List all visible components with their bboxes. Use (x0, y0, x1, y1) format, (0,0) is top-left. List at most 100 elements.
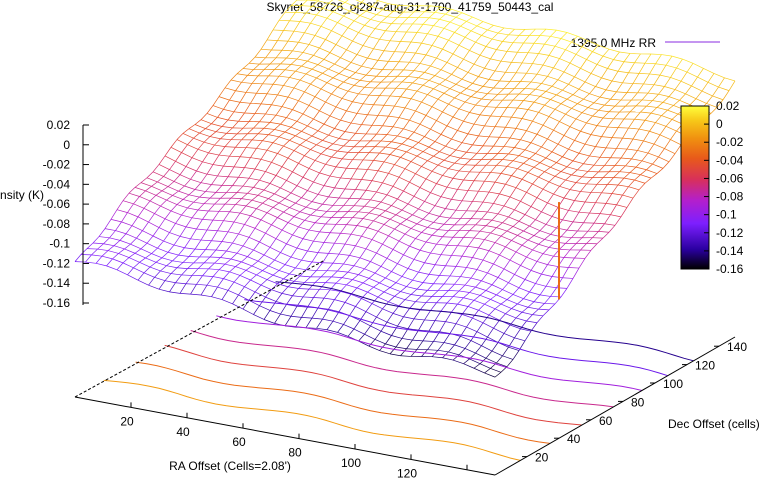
mesh-segment (468, 191, 479, 192)
mesh-segment (333, 321, 344, 324)
mesh-segment (360, 249, 366, 258)
mesh-segment (477, 202, 483, 211)
mesh-segment (539, 303, 545, 309)
mesh-segment (329, 69, 340, 74)
mesh-segment (446, 209, 457, 211)
mesh-segment (182, 208, 188, 215)
mesh-segment (258, 190, 264, 195)
mesh-segment (312, 65, 318, 69)
mesh-segment (171, 205, 177, 211)
mesh-segment (458, 298, 464, 304)
mesh-segment (267, 275, 273, 279)
mesh-segment (401, 89, 407, 97)
mesh-segment (671, 77, 682, 81)
mesh-segment (548, 256, 554, 264)
mesh-segment (197, 276, 203, 285)
mesh-segment (611, 205, 617, 215)
mesh-segment (426, 171, 432, 179)
mesh-segment (401, 287, 407, 292)
mesh-segment (413, 143, 419, 148)
mesh-segment (389, 52, 395, 62)
mesh-segment (468, 72, 479, 76)
mesh-segment (510, 197, 521, 201)
mesh-segment (441, 126, 447, 135)
mesh-segment (525, 82, 531, 88)
mesh-segment (380, 39, 391, 40)
mesh-segment (587, 52, 593, 60)
mesh-segment (617, 83, 623, 92)
mesh-segment (165, 274, 171, 281)
mesh-segment (461, 158, 472, 159)
mesh-segment (426, 115, 437, 120)
mesh-segment (336, 159, 342, 167)
mesh-segment (179, 186, 185, 191)
mesh-segment (444, 93, 455, 98)
mesh-segment (209, 263, 215, 269)
mesh-segment (237, 246, 243, 253)
mesh-segment (491, 295, 497, 299)
mesh-segment (401, 97, 412, 99)
mesh-segment (483, 80, 489, 87)
mesh-segment (597, 126, 608, 127)
mesh-segment (456, 324, 467, 327)
base-contours (104, 282, 694, 461)
mesh-segment (470, 225, 476, 231)
mesh-segment (434, 26, 445, 29)
mesh-segment (531, 134, 537, 142)
surface-mesh (75, 0, 735, 377)
mesh-segment (413, 340, 424, 341)
mesh-segment (362, 58, 368, 66)
mesh-segment (653, 157, 659, 164)
mesh-segment (314, 111, 320, 119)
mesh-segment (506, 240, 512, 246)
mesh-segment (509, 274, 515, 282)
mesh-segment (348, 266, 354, 272)
mesh-segment (356, 246, 367, 249)
mesh-segment (524, 35, 530, 43)
mesh-segment (498, 33, 509, 35)
mesh-segment (515, 201, 521, 209)
mesh-segment (482, 212, 488, 219)
mesh-segment (390, 88, 396, 96)
mesh-segment (404, 309, 410, 317)
mesh-segment (533, 309, 539, 314)
mesh-segment (170, 223, 176, 232)
mesh-segment (419, 263, 425, 272)
mesh-segment (708, 73, 714, 82)
mesh-segment (531, 82, 542, 83)
mesh-segment (323, 309, 329, 319)
mesh-segment (366, 190, 377, 192)
mesh-segment (483, 137, 489, 146)
mesh-segment (185, 248, 196, 249)
mesh-segment (248, 187, 254, 193)
mesh-segment (152, 254, 163, 258)
mesh-segment (288, 31, 294, 41)
mesh-segment (239, 234, 250, 237)
mesh-segment (371, 192, 377, 200)
mesh-segment (512, 117, 523, 118)
mesh-segment (344, 140, 350, 146)
mesh-segment (393, 62, 399, 70)
mesh-segment (332, 212, 338, 218)
mesh-segment (231, 259, 242, 262)
mesh-segment (380, 278, 386, 283)
mesh-segment (465, 341, 471, 349)
mesh-segment (476, 42, 487, 46)
mesh-segment (512, 309, 523, 313)
mesh-segment (470, 292, 481, 295)
mesh-segment (464, 59, 475, 64)
mesh-segment (704, 68, 715, 73)
mesh-segment (438, 343, 444, 351)
mesh-segment (135, 183, 141, 188)
mesh-segment (650, 64, 656, 74)
mesh-segment (560, 122, 571, 127)
mesh-segment (504, 325, 510, 333)
mesh-segment (347, 218, 353, 225)
mesh-segment (714, 73, 725, 77)
mesh-segment (198, 210, 209, 211)
mesh-segment (489, 243, 495, 251)
mesh-segment (260, 242, 271, 247)
mesh-segment (335, 243, 346, 244)
mesh-segment (299, 101, 310, 106)
mesh-segment (318, 194, 329, 196)
